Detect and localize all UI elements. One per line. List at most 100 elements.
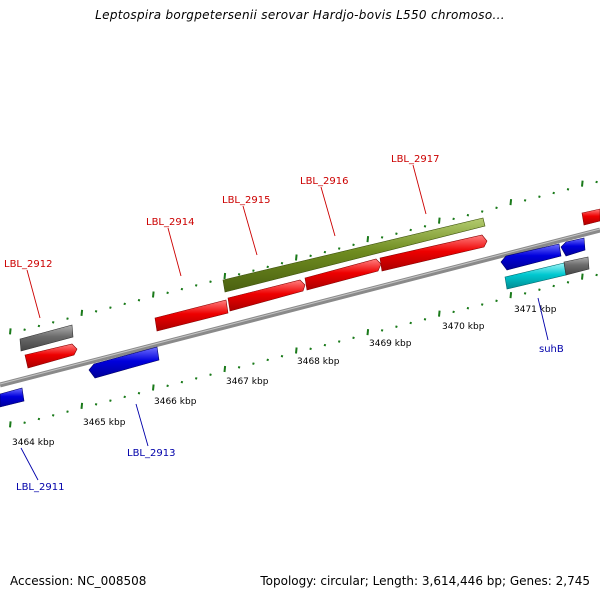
major-tick bbox=[223, 365, 227, 373]
gene-reverse-arrow[interactable] bbox=[560, 237, 586, 257]
pseudogene-block[interactable] bbox=[563, 256, 590, 276]
leader-line bbox=[167, 227, 182, 277]
minor-tick bbox=[194, 377, 198, 380]
minor-tick bbox=[51, 414, 55, 417]
minor-tick bbox=[523, 292, 527, 295]
kbp-label: 3468 kbp bbox=[297, 357, 340, 367]
major-tick bbox=[152, 291, 155, 298]
minor-tick bbox=[137, 298, 141, 302]
gene-label-lbl-2916[interactable]: LBL_2916 bbox=[300, 176, 348, 187]
minor-tick bbox=[480, 210, 484, 213]
minor-tick bbox=[109, 306, 112, 309]
sequence-backbone bbox=[0, 227, 600, 388]
major-tick bbox=[9, 421, 12, 428]
leader-line bbox=[20, 447, 39, 481]
genome-summary-text: Topology: circular; Length: 3,614,446 bp… bbox=[260, 574, 590, 588]
gene-lbl-2911-arrow[interactable] bbox=[0, 387, 25, 408]
minor-tick bbox=[266, 265, 269, 269]
gene-lbl-2915-feature[interactable] bbox=[222, 217, 486, 293]
minor-tick bbox=[395, 325, 398, 328]
minor-tick bbox=[280, 354, 284, 358]
accession-text: Accession: NC_008508 bbox=[10, 574, 147, 588]
gene-label-lbl-2914[interactable]: LBL_2914 bbox=[146, 217, 194, 228]
major-tick bbox=[509, 292, 513, 299]
gene-label-lbl-2917[interactable]: LBL_2917 bbox=[391, 154, 439, 165]
kbp-label: 3467 kbp bbox=[226, 377, 269, 387]
minor-tick bbox=[37, 324, 41, 328]
leader-line bbox=[242, 205, 258, 256]
minor-tick bbox=[452, 217, 455, 221]
kbp-label: 3469 kbp bbox=[369, 339, 412, 349]
minor-tick bbox=[323, 250, 327, 254]
minor-tick bbox=[409, 228, 412, 232]
minor-tick bbox=[94, 310, 98, 313]
gene-lbl-2914-arrow[interactable] bbox=[154, 299, 229, 332]
leader-line bbox=[537, 297, 549, 341]
major-tick bbox=[80, 402, 84, 409]
minor-tick bbox=[552, 191, 555, 195]
gene-label-lbl-2911[interactable]: LBL_2911 bbox=[16, 482, 64, 493]
minor-tick bbox=[237, 366, 241, 369]
kbp-label: 3464 kbp bbox=[12, 438, 55, 448]
minor-tick bbox=[37, 417, 41, 421]
minor-tick bbox=[209, 280, 212, 283]
gene-lbl-2912-arrow[interactable] bbox=[24, 343, 78, 369]
gene-partial-arrow[interactable] bbox=[581, 208, 600, 226]
minor-tick bbox=[380, 329, 384, 332]
gene-lbl-2916-arrow[interactable] bbox=[304, 258, 382, 291]
major-tick bbox=[9, 328, 12, 335]
minor-tick bbox=[252, 269, 255, 272]
minor-tick bbox=[352, 243, 355, 247]
minor-tick bbox=[380, 236, 384, 239]
leader-line bbox=[135, 403, 149, 447]
map-title: Leptospira borgpetersenii serovar Hardjo… bbox=[95, 8, 505, 22]
gene-label-lbl-2913[interactable]: LBL_2913 bbox=[127, 448, 175, 459]
minor-tick bbox=[523, 199, 527, 202]
major-tick bbox=[366, 329, 370, 336]
major-tick bbox=[223, 272, 227, 280]
minor-tick bbox=[123, 302, 126, 306]
minor-tick bbox=[266, 358, 269, 362]
minor-tick bbox=[538, 195, 541, 198]
gene-lbl-2913-arrow[interactable] bbox=[88, 346, 160, 379]
leader-line bbox=[320, 186, 336, 237]
minor-tick bbox=[352, 336, 355, 340]
minor-tick bbox=[109, 399, 112, 402]
minor-tick bbox=[595, 273, 598, 277]
forward-tick-row bbox=[9, 180, 598, 335]
major-tick bbox=[438, 310, 441, 317]
minor-tick bbox=[495, 206, 498, 210]
minor-tick bbox=[123, 395, 126, 399]
minor-tick bbox=[194, 284, 198, 287]
minor-tick bbox=[337, 340, 341, 343]
minor-tick bbox=[66, 410, 69, 413]
reverse-tick-row bbox=[9, 273, 598, 428]
minor-tick bbox=[452, 310, 455, 314]
kbp-label: 3471 kbp bbox=[514, 305, 557, 315]
major-tick bbox=[295, 254, 298, 261]
major-tick bbox=[366, 236, 370, 243]
gene-reverse-arrow[interactable] bbox=[500, 243, 562, 271]
gene-label-lbl-2915[interactable]: LBL_2915 bbox=[222, 195, 270, 206]
minor-tick bbox=[94, 403, 98, 406]
pseudogene-block[interactable] bbox=[19, 324, 74, 352]
major-tick bbox=[509, 199, 513, 206]
gene-label-suhb[interactable]: suhB bbox=[539, 344, 564, 355]
minor-tick bbox=[595, 180, 598, 184]
minor-tick bbox=[337, 247, 341, 250]
minor-tick bbox=[309, 254, 312, 258]
leader-line bbox=[26, 269, 41, 319]
gene-lbl-2915-arrow[interactable] bbox=[227, 279, 306, 312]
minor-tick bbox=[237, 273, 241, 276]
minor-tick bbox=[323, 343, 327, 347]
gene-lbl-2917-arrow[interactable] bbox=[379, 234, 488, 272]
major-tick bbox=[581, 273, 584, 280]
kbp-label: 3465 kbp bbox=[83, 418, 126, 428]
gene-label-lbl-2912[interactable]: LBL_2912 bbox=[4, 259, 52, 270]
minor-tick bbox=[566, 188, 570, 191]
minor-tick bbox=[137, 391, 141, 395]
minor-tick bbox=[495, 299, 498, 303]
minor-tick bbox=[23, 421, 26, 424]
minor-tick bbox=[252, 362, 255, 365]
